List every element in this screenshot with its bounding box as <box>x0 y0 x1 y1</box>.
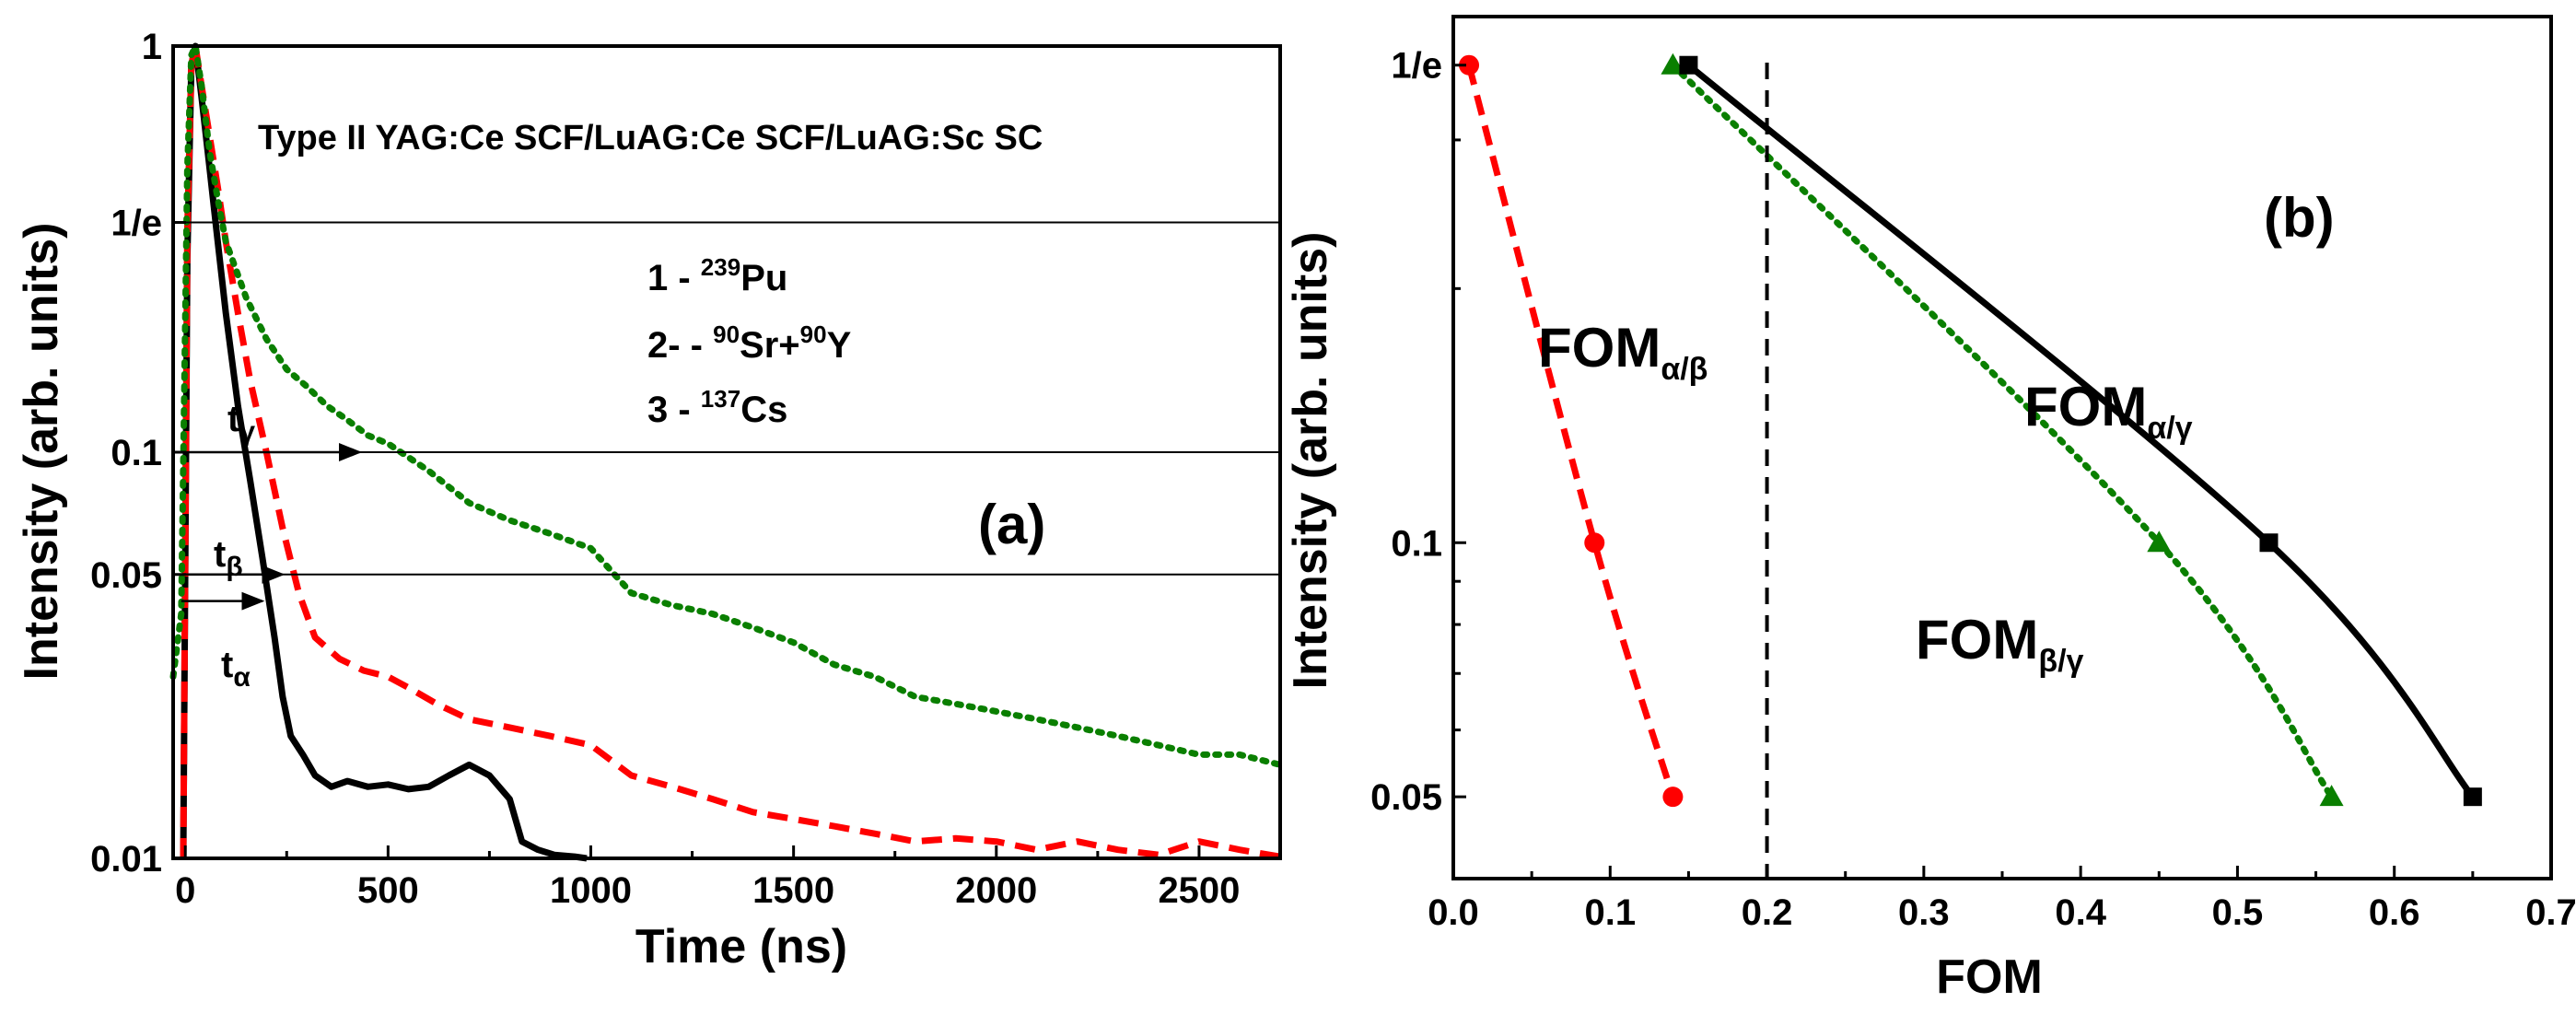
panel-a: 0 500 1000 1500 2000 2500 0.01 0.05 0.1 1/e 1 Type… <box>15 27 1284 973</box>
panel-a-legend: 1 - 239Pu 2- - 90Sr+90Y 3 - 137Cs <box>647 253 852 430</box>
panel-b-frame <box>1451 15 2553 880</box>
panel-b-point <box>1679 55 1698 75</box>
legend-item-1: 1 - 239Pu <box>647 253 787 298</box>
panel-b-label: (b) <box>2264 187 2335 249</box>
panel-b-x-axis-title: FOM <box>1936 950 2043 1004</box>
legend-2-element-b: Y <box>827 325 852 366</box>
panel-b-x-tick-label: 0.2 <box>1742 892 1793 933</box>
panel-b-x-tick-label: 0.1 <box>1584 892 1636 933</box>
panel-b-point <box>1584 532 1605 554</box>
panel-a-series-3 <box>169 42 1284 768</box>
legend-3-element: Cs <box>740 390 787 430</box>
panel-b-x-tick-label: 0.7 <box>2525 892 2576 933</box>
panel-a-x-tick-label: 2500 <box>1158 870 1240 911</box>
panel-a-series-group <box>169 42 1284 862</box>
panel-b-y-tick-label: 0.1 <box>1391 523 1442 564</box>
panel-b-point <box>1661 52 1685 75</box>
panel-a-x-tick-label: 1500 <box>752 870 834 911</box>
legend-item-3: 3 - 137Cs <box>647 385 787 430</box>
fom-alpha-gamma-label: FOMα/γ <box>2024 376 2193 446</box>
panel-b-x-tick-label: 0.0 <box>1428 892 1479 933</box>
panel-a-x-tick-label: 0 <box>175 870 195 911</box>
panel-a-y-tick-label: 1 <box>142 27 162 67</box>
panel-b-y-tick-label: 1/e <box>1391 46 1442 87</box>
legend-1-isotope-mass: 239 <box>701 253 740 281</box>
fom-beta-gamma-label: FOMβ/γ <box>1916 609 2084 679</box>
panel-a-x-axis-title: Time (ns) <box>635 920 847 973</box>
panel-a-ticks: 0 500 1000 1500 2000 2500 0.01 0.05 0.1 1/e 1 <box>90 27 1240 911</box>
panel-b-series-1-line <box>1465 64 1676 798</box>
panel-a-y-tick-label: 0.05 <box>90 555 162 596</box>
legend-2-element-a: Sr+ <box>740 325 800 366</box>
panel-b-x-tick-label: 0.4 <box>2055 892 2106 933</box>
panel-b-point <box>2259 533 2279 553</box>
panel-b-ticks: 0.0 0.1 0.2 0.3 0.4 0.5 0.6 0.7 0.05 0.1 1/e <box>1370 46 2576 933</box>
legend-2-isotope-mass-b: 90 <box>800 321 827 348</box>
panel-b-point <box>2147 530 2172 553</box>
panel-a-y-tick-label: 1/e <box>111 204 162 244</box>
legend-item-2: 2- - 90Sr+90Y <box>647 321 852 366</box>
panel-a-y-tick-label: 0.01 <box>90 839 162 880</box>
panel-b-x-tick-label: 0.6 <box>2369 892 2420 933</box>
panel-b-x-tick-label: 0.5 <box>2212 892 2264 933</box>
panel-b-point <box>2319 785 2344 807</box>
panel-b-point <box>1662 787 1684 808</box>
panel-b: 0.0 0.1 0.2 0.3 0.4 0.5 0.6 0.7 0.05 0.1 1/e FOMα/… <box>1284 15 2576 1004</box>
time-marker-arrows <box>181 443 363 611</box>
panel-b-point <box>1459 54 1480 76</box>
panel-a-title: Type II YAG:Ce SCF/LuAG:Ce SCF/LuAG:Sc S… <box>258 119 1043 157</box>
panel-b-series-group <box>1459 52 2482 808</box>
panel-a-x-tick-label: 2000 <box>955 870 1037 911</box>
panel-a-x-tick-label: 1000 <box>550 870 632 911</box>
panel-b-series-3-line <box>1686 62 2476 799</box>
time-markers: tγ tβ tα <box>181 399 363 693</box>
legend-1-element: Pu <box>740 258 787 298</box>
fom-alpha-beta-label: FOMα/β <box>1538 317 1708 387</box>
panel-a-y-axis-title: Intensity (arb. units) <box>15 223 68 681</box>
panel-b-y-tick-label: 0.05 <box>1370 777 1442 818</box>
t-alpha-label: tα <box>221 645 251 693</box>
legend-1-number: 1 - <box>647 258 701 298</box>
panel-b-point <box>2463 787 2482 807</box>
t-gamma-label: tγ <box>227 399 255 447</box>
panel-b-y-axis-title: Intensity (arb. units) <box>1284 232 1337 690</box>
panel-a-x-tick-label: 500 <box>357 870 419 911</box>
legend-2-isotope-mass-a: 90 <box>713 321 740 348</box>
legend-2-number: 2- - <box>647 325 713 366</box>
panel-a-y-tick-label: 0.1 <box>111 433 162 473</box>
panel-b-series-2-line <box>1669 62 2336 800</box>
legend-3-isotope-mass: 137 <box>701 385 740 413</box>
panel-a-label: (a) <box>978 494 1045 555</box>
panel-b-x-tick-label: 0.3 <box>1898 892 1950 933</box>
legend-3-number: 3 - <box>647 390 701 430</box>
